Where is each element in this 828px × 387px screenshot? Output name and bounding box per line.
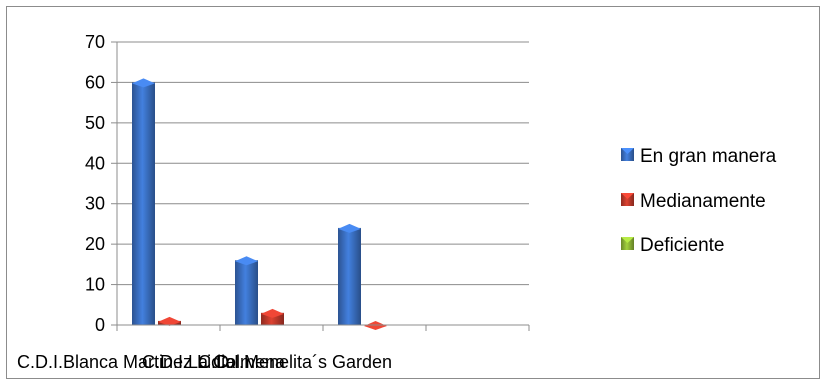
bar-en-gran-manera [235, 256, 258, 325]
y-axis: 0 10 20 30 40 50 60 70 [85, 32, 118, 335]
bar-medianamente [261, 308, 284, 325]
y-tick-label: 60 [85, 72, 105, 92]
y-tick-label: 40 [85, 153, 105, 173]
bar-medianamente [158, 316, 181, 326]
x-tick-label: C.D.I.Blanca Martinez Lidia [17, 352, 236, 372]
legend-label: Deficiente [640, 235, 725, 256]
y-tick-label: 10 [85, 275, 105, 295]
legend-item-en-gran-manera: En gran manera [621, 146, 777, 167]
bars [132, 78, 387, 330]
legend-label: Medianamente [640, 191, 766, 212]
legend-item-medianamente: Medianamente [621, 191, 766, 212]
bar-en-gran-manera [132, 78, 155, 325]
legend: En gran manera Medianamente Deficiente [621, 146, 777, 256]
y-tick-label: 20 [85, 234, 105, 254]
y-tick-label: 50 [85, 113, 105, 133]
y-tick-label: 30 [85, 194, 105, 214]
y-tick-label: 70 [85, 32, 105, 52]
x-tick-label: C.D.I.La Colmena [142, 352, 286, 372]
legend-item-deficiente: Deficiente [621, 235, 725, 256]
x-tick-label: C.D.I.Menelita´s Garden [198, 352, 392, 372]
gridlines [117, 41, 529, 326]
y-tick-label: 0 [95, 315, 105, 335]
legend-label: En gran manera [640, 146, 777, 167]
bar-en-gran-manera [338, 223, 361, 325]
